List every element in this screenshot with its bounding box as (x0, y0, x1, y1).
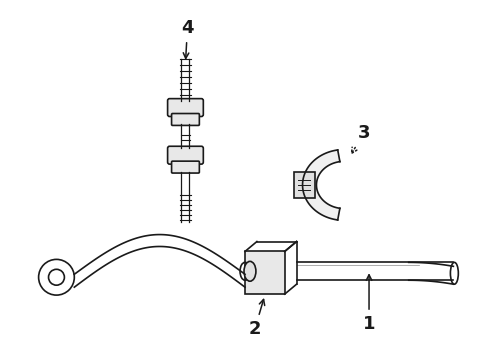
Text: 4: 4 (181, 19, 194, 58)
FancyBboxPatch shape (294, 172, 316, 198)
Text: 1: 1 (363, 275, 375, 333)
FancyBboxPatch shape (168, 99, 203, 117)
Polygon shape (302, 150, 340, 220)
Bar (245, 251, 285, 294)
FancyBboxPatch shape (172, 161, 199, 173)
Text: 3: 3 (351, 124, 370, 153)
Ellipse shape (244, 261, 256, 281)
FancyBboxPatch shape (168, 146, 203, 164)
FancyBboxPatch shape (172, 113, 199, 125)
Text: 2: 2 (248, 300, 265, 338)
